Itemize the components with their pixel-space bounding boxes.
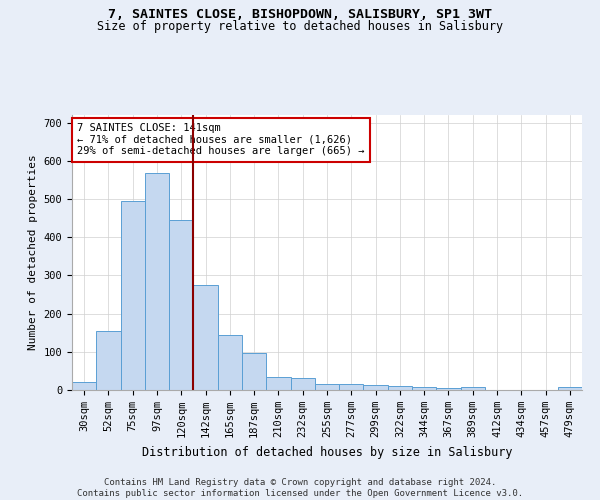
Bar <box>218 334 242 390</box>
Bar <box>290 378 315 390</box>
Bar <box>315 384 339 390</box>
Text: 7 SAINTES CLOSE: 141sqm
← 71% of detached houses are smaller (1,626)
29% of semi: 7 SAINTES CLOSE: 141sqm ← 71% of detache… <box>77 123 365 156</box>
Bar <box>339 384 364 390</box>
Y-axis label: Number of detached properties: Number of detached properties <box>28 154 38 350</box>
Bar <box>558 388 582 390</box>
Text: Size of property relative to detached houses in Salisbury: Size of property relative to detached ho… <box>97 20 503 33</box>
Bar <box>145 173 169 390</box>
Bar <box>461 387 485 390</box>
Text: 7, SAINTES CLOSE, BISHOPDOWN, SALISBURY, SP1 3WT: 7, SAINTES CLOSE, BISHOPDOWN, SALISBURY,… <box>108 8 492 20</box>
Bar <box>412 388 436 390</box>
Bar <box>388 386 412 390</box>
Text: Contains HM Land Registry data © Crown copyright and database right 2024.
Contai: Contains HM Land Registry data © Crown c… <box>77 478 523 498</box>
Bar <box>96 331 121 390</box>
Bar <box>242 352 266 390</box>
Bar <box>72 382 96 390</box>
Bar <box>193 285 218 390</box>
Bar <box>364 386 388 390</box>
Bar <box>436 388 461 390</box>
Bar <box>169 220 193 390</box>
Bar <box>266 376 290 390</box>
Bar <box>121 201 145 390</box>
X-axis label: Distribution of detached houses by size in Salisbury: Distribution of detached houses by size … <box>142 446 512 458</box>
